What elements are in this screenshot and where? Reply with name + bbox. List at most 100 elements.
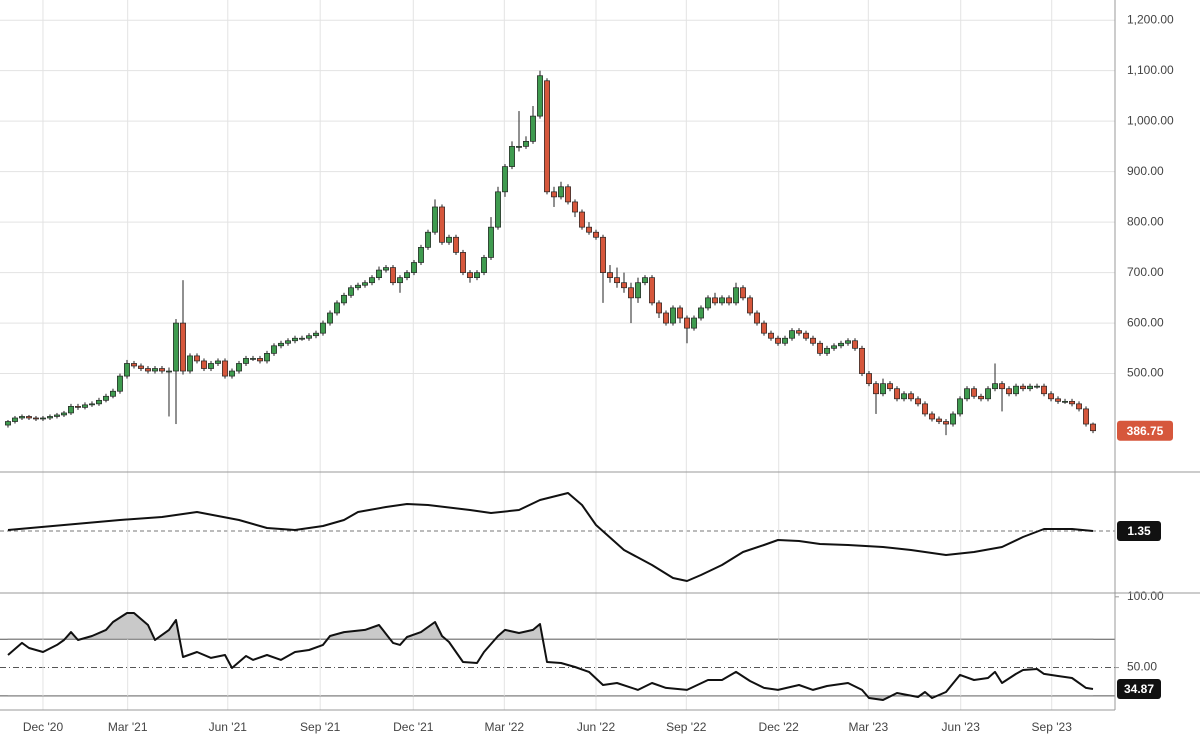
candle-body — [978, 395, 984, 400]
candle-body — [747, 297, 753, 314]
candle-body — [75, 406, 81, 408]
candle-body — [677, 307, 683, 319]
candle-body — [565, 186, 571, 203]
candle-body — [131, 363, 137, 367]
candle-body — [453, 236, 459, 253]
candle-body — [943, 421, 949, 425]
x-tick-label: Jun '23 — [942, 720, 981, 734]
candle-body — [299, 337, 305, 340]
y-tick-label: 50.00 — [1127, 660, 1157, 674]
candle-body — [824, 347, 830, 354]
y-tick-label: 100.00 — [1127, 589, 1164, 603]
candle-body — [607, 272, 613, 278]
x-tick-label: Sep '23 — [1032, 720, 1073, 734]
candle-body — [1034, 385, 1040, 388]
candle-body — [691, 317, 697, 329]
candle-body — [145, 368, 151, 372]
candle-body — [26, 416, 32, 419]
candle-body — [418, 247, 424, 263]
candle-body — [1027, 385, 1033, 390]
y-tick-label: 600.00 — [1127, 315, 1164, 329]
candle-body — [257, 358, 263, 362]
candle-body — [376, 269, 382, 278]
last-value-label: 386.75 — [1127, 424, 1164, 438]
candle-body — [285, 340, 291, 344]
last-value-box — [1117, 521, 1161, 541]
candle-body — [663, 312, 669, 324]
candle-body — [348, 287, 354, 296]
candle-body — [481, 257, 487, 273]
candle-body — [390, 267, 396, 284]
candle-body — [523, 140, 529, 147]
candle-body — [880, 383, 886, 395]
candle-body — [19, 416, 25, 419]
y-tick-label: 800.00 — [1127, 214, 1164, 228]
candle-body — [579, 211, 585, 228]
candle-body — [362, 282, 368, 286]
x-tick-label: Mar '22 — [484, 720, 524, 734]
last-value-box — [1117, 420, 1173, 441]
candle-body — [719, 297, 725, 304]
candle-body — [320, 322, 326, 334]
candle-body — [754, 312, 760, 324]
marks-layer — [5, 70, 1096, 701]
candle-body — [173, 322, 179, 372]
candle-body — [649, 277, 655, 304]
candle-body — [873, 383, 879, 395]
candle-body — [229, 370, 235, 377]
candle-body — [467, 272, 473, 278]
candle-body — [838, 342, 844, 347]
x-tick-label: Jun '22 — [577, 720, 616, 734]
candle-body — [439, 206, 445, 243]
candle-body — [313, 332, 319, 337]
candle-body — [775, 337, 781, 344]
candle-body — [761, 322, 767, 334]
candle-body — [544, 80, 550, 193]
last-value-label: 1.35 — [1127, 524, 1151, 538]
candle-body — [985, 388, 991, 400]
candle-body — [887, 383, 893, 390]
candle-body — [138, 365, 144, 369]
candle-body — [628, 287, 634, 299]
y-tick-label: 700.00 — [1127, 265, 1164, 279]
candle-body — [936, 418, 942, 422]
candle-body — [152, 368, 158, 372]
y-tick-label: 1,200.00 — [1127, 12, 1174, 26]
candle-body — [614, 277, 620, 284]
x-tick-label: Dec '20 — [23, 720, 64, 734]
candle-body — [1041, 385, 1047, 395]
indicator-line — [7, 612, 1094, 701]
candle-body — [369, 277, 375, 284]
candle-body — [782, 337, 788, 344]
candle-body — [1006, 388, 1012, 395]
candle-body — [901, 393, 907, 400]
candle-body — [432, 206, 438, 233]
candle-body — [929, 413, 935, 420]
last-value-label: 34.87 — [1124, 682, 1154, 696]
y-tick-label: 1,000.00 — [1127, 113, 1174, 127]
candle-body — [789, 330, 795, 339]
candle-body — [278, 342, 284, 347]
candle-body — [222, 360, 228, 377]
candle-body — [397, 277, 403, 284]
candle-body — [488, 226, 494, 258]
candle-body — [950, 413, 956, 425]
candle-body — [404, 272, 410, 278]
candle-body — [208, 363, 214, 369]
candle-body — [446, 236, 452, 243]
candle-body — [306, 335, 312, 339]
candle-body — [341, 294, 347, 304]
candle-body — [964, 388, 970, 400]
candle-body — [61, 412, 67, 416]
labels-layer: 500.00 600.00 700.00 800.00 900.00 1,000.00 1,… — [23, 12, 1174, 734]
candle-body — [1055, 398, 1061, 402]
candle-body — [1069, 400, 1075, 405]
candle-body — [768, 332, 774, 339]
candle-body — [551, 191, 557, 198]
candle-body — [117, 375, 123, 392]
candle-body — [243, 358, 249, 364]
y-tick-label: 500.00 — [1127, 366, 1164, 380]
candle-body — [1020, 385, 1026, 390]
candle-body — [180, 322, 186, 372]
